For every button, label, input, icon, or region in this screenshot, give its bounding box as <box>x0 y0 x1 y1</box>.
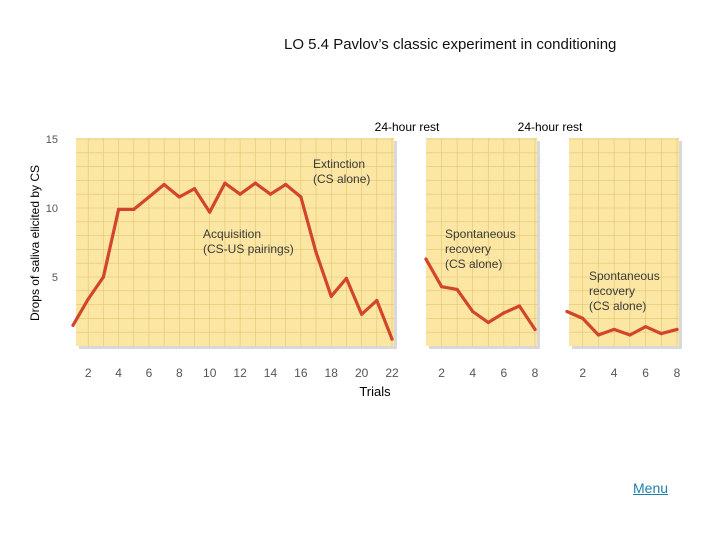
data-point <box>390 337 394 341</box>
x-tick-label: 12 <box>233 366 247 380</box>
annotation-line: recovery <box>445 242 491 256</box>
x-tick-label: 8 <box>176 366 183 380</box>
annotation-line: Extinction <box>313 157 365 171</box>
annotation-line: (CS alone) <box>589 299 646 313</box>
data-point <box>612 327 616 332</box>
data-point <box>471 309 475 314</box>
data-point <box>659 331 663 336</box>
x-tick-label: 22 <box>385 366 399 380</box>
annotation-2-1: Spontaneous recovery (CS alone) <box>445 227 516 271</box>
y-tick-label: 10 <box>46 203 58 215</box>
annotation-line: (CS alone) <box>445 257 502 271</box>
x-tick-label: 14 <box>264 366 278 380</box>
x-tick-label: 18 <box>325 366 339 380</box>
data-point <box>132 207 136 211</box>
data-point <box>223 181 227 185</box>
data-point <box>208 210 212 214</box>
annotation-3-1: Spontaneous recovery (CS alone) <box>589 269 660 313</box>
x-tick-label: 4 <box>469 366 476 380</box>
data-point <box>502 311 506 315</box>
y-axis-label: Drops of saliva elicited by CS <box>28 165 42 321</box>
data-point <box>375 298 379 303</box>
x-tick-label: 4 <box>611 366 618 380</box>
chart-panel-1: 2 4 6 8 10 12 14 16 18 20 22 Extinction (CS alone) Ac… <box>71 138 399 380</box>
data-point <box>439 285 444 289</box>
series-line-3-1 <box>565 309 679 337</box>
series-line-2-1 <box>424 257 537 331</box>
annotation-1-2: Acquisition (CS-US pairings) <box>203 227 294 256</box>
data-point <box>581 316 585 320</box>
panel-background <box>76 138 394 346</box>
x-tick-label: 20 <box>355 366 369 380</box>
data-point <box>675 327 679 332</box>
annotation-line: (CS-US pairings) <box>203 242 294 256</box>
data-point <box>162 182 166 187</box>
x-tick-label: 2 <box>579 366 586 380</box>
annotation-line: Spontaneous <box>445 227 516 241</box>
data-point <box>147 195 151 199</box>
annotation-line: Spontaneous <box>589 269 660 283</box>
series-line-1-2 <box>284 182 394 341</box>
panel-background <box>426 138 537 346</box>
data-point <box>455 287 459 292</box>
data-point <box>486 320 490 325</box>
x-tick-label: 6 <box>501 366 508 380</box>
menu-link[interactable]: Menu <box>633 480 669 496</box>
data-point <box>177 195 181 199</box>
data-point <box>116 207 121 211</box>
data-point <box>238 192 242 196</box>
panel-background <box>569 138 679 346</box>
data-point <box>268 192 273 196</box>
data-point <box>86 297 90 301</box>
x-tick-label: 2 <box>85 366 92 380</box>
x-tick-label: 16 <box>294 366 308 380</box>
data-point <box>360 312 364 316</box>
annotation-1-1: Extinction (CS alone) <box>313 157 370 186</box>
chart-panel-2: 2 4 6 8 Spontaneous recovery (CS alone) <box>424 138 540 380</box>
data-point <box>643 325 648 329</box>
x-tick-label: 8 <box>532 366 539 380</box>
x-tick-label: 8 <box>674 366 681 380</box>
data-point <box>329 294 333 298</box>
x-tick-label: 4 <box>115 366 122 380</box>
data-point <box>314 250 318 254</box>
data-point <box>424 257 428 261</box>
x-tick-label: 10 <box>203 366 217 380</box>
rest-label-1: 24-hour rest <box>375 120 440 134</box>
data-point <box>565 309 569 314</box>
data-point <box>284 182 288 187</box>
data-point <box>192 187 197 191</box>
data-point <box>344 276 349 280</box>
annotation-line: (CS alone) <box>313 172 370 186</box>
chart-axes: Drops of saliva elicited by CS Trials 24… <box>28 120 583 399</box>
x-axis-label: Trials <box>359 384 391 399</box>
data-point <box>71 323 75 327</box>
chart-panel-3: 2 4 6 8 Spontaneous recovery (CS alone) <box>565 138 682 380</box>
annotation-line: recovery <box>589 284 635 298</box>
y-tick-label: 5 <box>52 272 58 284</box>
x-tick-label: 6 <box>146 366 153 380</box>
x-tick-label: 2 <box>438 366 445 380</box>
x-tick-label: 6 <box>642 366 649 380</box>
y-tick-label: 15 <box>46 134 58 146</box>
data-point <box>253 181 257 185</box>
rest-label-2: 24-hour rest <box>518 120 583 134</box>
slide-title: LO 5.4 Pavlov’s classic experiment in co… <box>284 36 617 53</box>
data-point <box>517 304 522 308</box>
annotation-line: Acquisition <box>203 227 261 241</box>
data-point <box>596 333 601 337</box>
data-point <box>101 275 105 279</box>
data-point <box>533 327 537 332</box>
data-point <box>628 333 632 337</box>
data-point <box>299 195 303 199</box>
